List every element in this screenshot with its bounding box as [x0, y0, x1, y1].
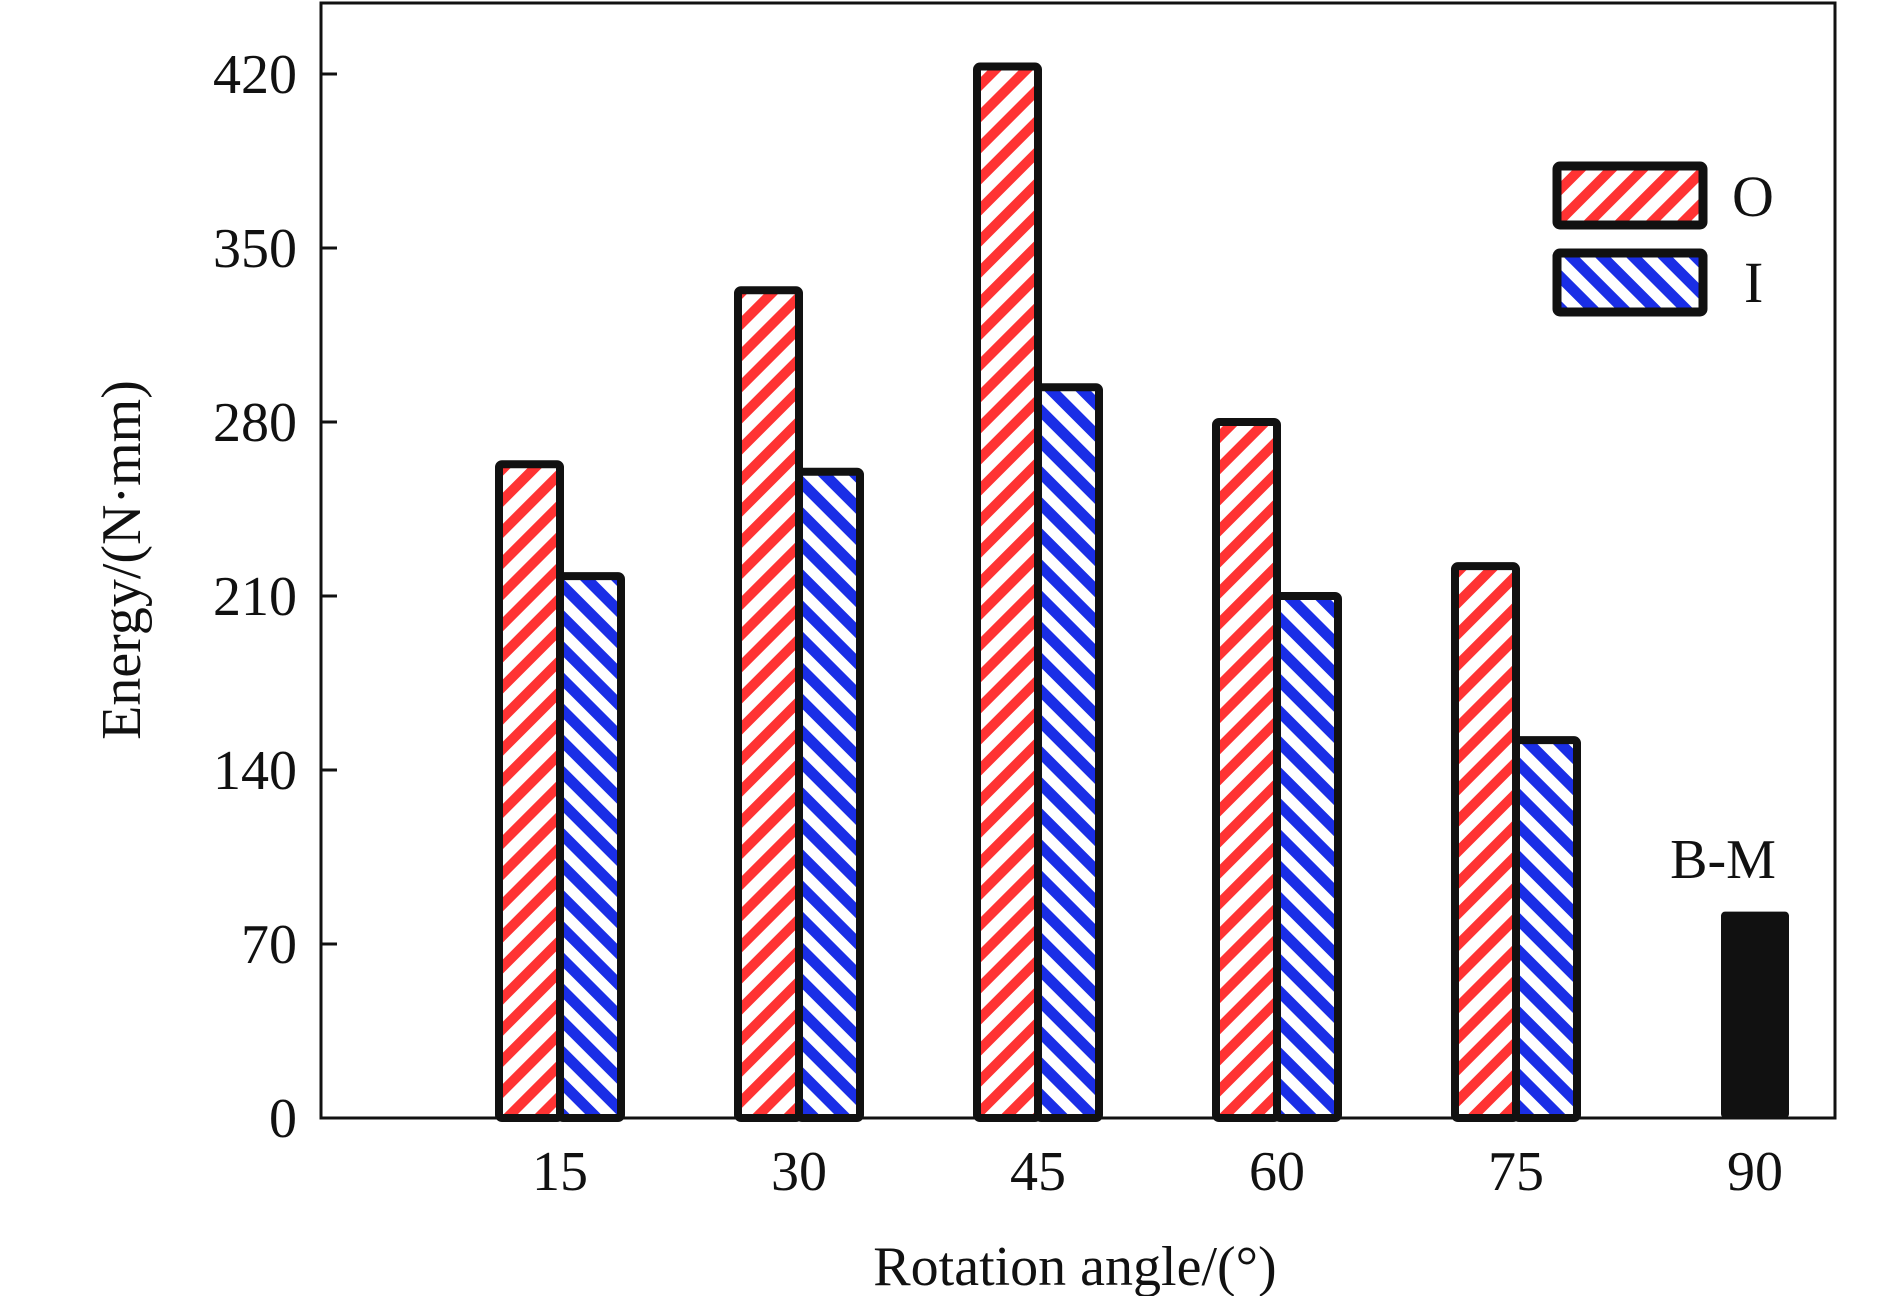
- x-tick-label: 60: [1249, 1141, 1305, 1203]
- y-tick-label: 210: [213, 566, 297, 628]
- y-axis-label: Energy/(N·mm): [91, 380, 153, 740]
- bar-o-75: [1451, 562, 1520, 1122]
- bar-o-30: [734, 286, 803, 1122]
- bar-i-30: [795, 467, 864, 1122]
- x-tick-label: 30: [771, 1141, 827, 1203]
- bar-o-45: [973, 62, 1042, 1123]
- y-tick-label: 420: [213, 44, 297, 106]
- x-tick-label: 75: [1488, 1141, 1544, 1203]
- y-tick-label: 70: [241, 914, 297, 976]
- x-tick-label: 45: [1010, 1141, 1066, 1203]
- legend-label-i: I: [1744, 250, 1763, 315]
- y-tick-label: 0: [269, 1088, 297, 1150]
- legend-swatch-o: [1552, 161, 1708, 230]
- baseline-label: B-M: [1670, 829, 1776, 891]
- x-tick-label: 90: [1727, 1141, 1783, 1203]
- x-axis-label: Rotation angle/(°): [873, 1236, 1276, 1296]
- bar-i-75: [1512, 736, 1581, 1123]
- legend-label-o: O: [1732, 164, 1774, 229]
- bar-i-15: [556, 572, 625, 1122]
- y-tick-label: 140: [213, 740, 297, 802]
- bar-baseline-bm: [1721, 911, 1789, 1118]
- bar-i-60: [1273, 592, 1342, 1122]
- bar-o-15: [495, 460, 564, 1122]
- legend-swatch-i: [1552, 248, 1708, 317]
- x-tick-label: 15: [532, 1141, 588, 1203]
- y-tick-label: 280: [213, 392, 297, 454]
- y-tick-label: 350: [213, 218, 297, 280]
- bar-i-45: [1034, 383, 1103, 1122]
- legend: O I: [1552, 161, 1774, 317]
- bar-o-60: [1212, 418, 1281, 1122]
